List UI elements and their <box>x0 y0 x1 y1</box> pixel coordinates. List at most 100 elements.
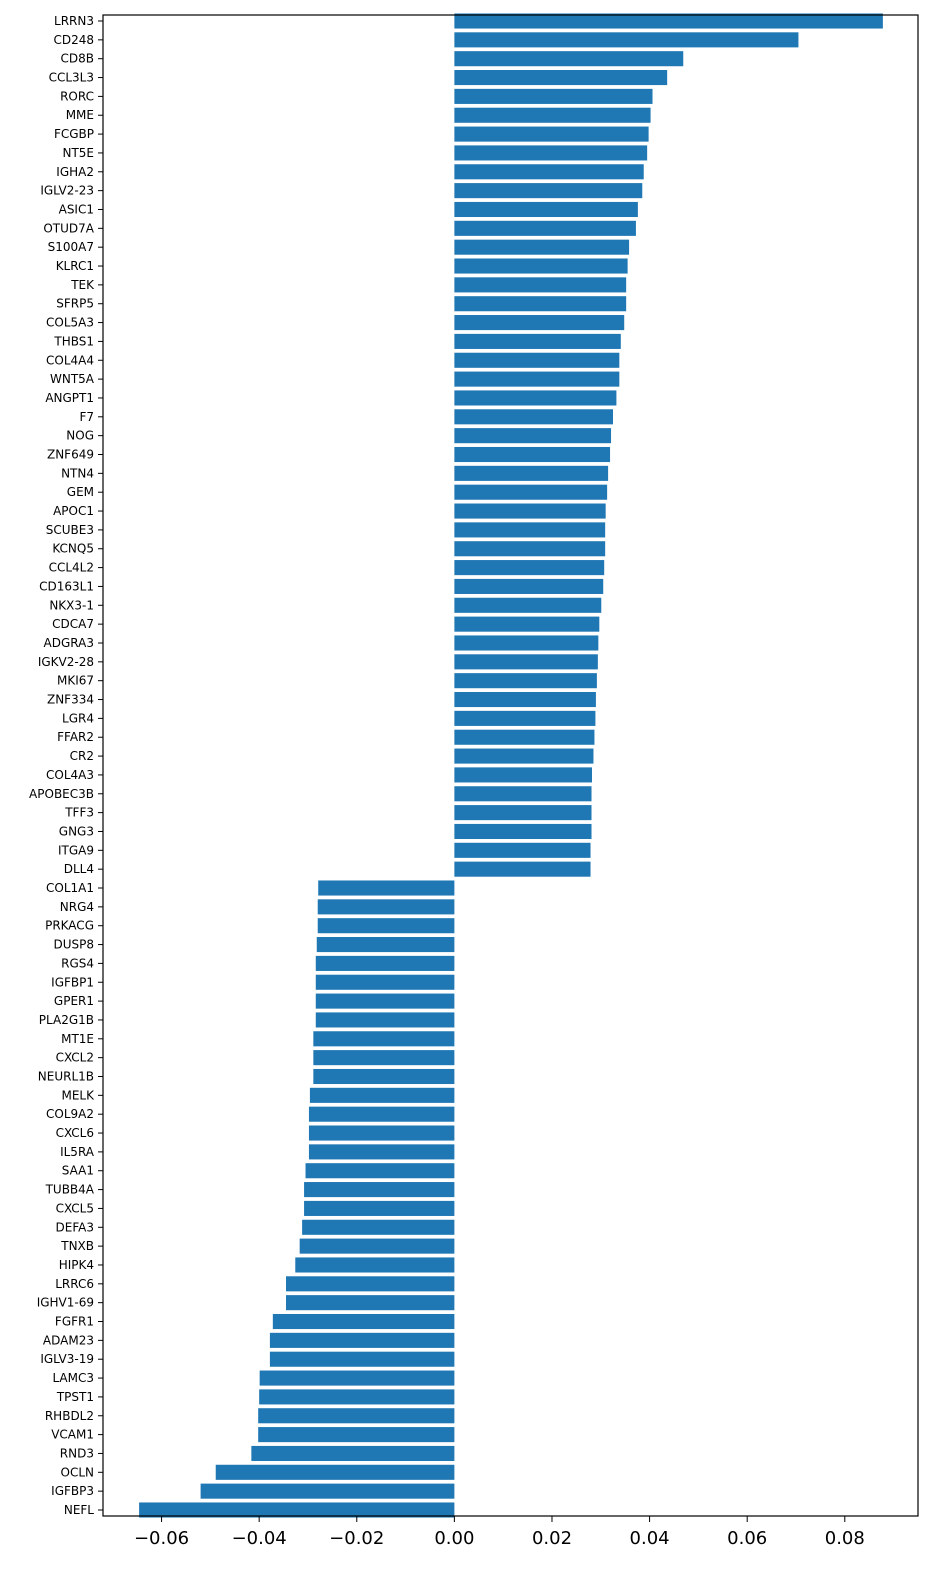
bar-ccl4l2 <box>454 560 605 576</box>
bar-hipk4 <box>295 1257 455 1273</box>
bar-rgs4 <box>315 955 455 971</box>
y-tick-label: F7 <box>79 410 94 424</box>
bar-igfbp3 <box>200 1483 455 1499</box>
bar-apoc1 <box>454 503 606 519</box>
bar-col4a3 <box>454 767 592 783</box>
y-tick-label: APOBEC3B <box>29 787 94 801</box>
y-tick-label: COL1A1 <box>46 881 94 895</box>
y-tick-label: WNT5A <box>50 372 95 386</box>
bar-angpt1 <box>454 390 617 406</box>
y-tick-label: DEFA3 <box>56 1220 94 1234</box>
bar-il5ra <box>308 1144 455 1160</box>
y-tick-label: NTN4 <box>61 466 94 480</box>
y-tick-label: DUSP8 <box>53 938 94 952</box>
y-tick-label: RORC <box>60 89 94 103</box>
y-tick-label: SAA1 <box>62 1164 94 1178</box>
y-tick-label: MME <box>66 108 94 122</box>
x-tick-label: 0.08 <box>825 1528 865 1549</box>
bar-ccl3l3 <box>454 70 668 86</box>
bar-f7 <box>454 409 613 425</box>
bar-col9a2 <box>308 1106 455 1122</box>
bar-asic1 <box>454 201 638 218</box>
y-tick-label: COL4A3 <box>46 768 94 782</box>
y-tick-label: ADAM23 <box>43 1333 94 1347</box>
bar-nkx3-1 <box>454 597 602 613</box>
bar-tnxb <box>299 1238 455 1254</box>
bar-thbs1 <box>454 333 621 349</box>
bar-nefl <box>139 1502 455 1518</box>
bar-tff3 <box>454 805 592 821</box>
y-tick-label: LGR4 <box>62 711 94 725</box>
y-tick-label: ZNF334 <box>47 693 94 707</box>
bar-otud7a <box>454 220 636 236</box>
bar-mme <box>454 107 651 123</box>
bar-cr2 <box>454 748 594 764</box>
y-tick-label: CXCL6 <box>56 1126 94 1140</box>
y-tick-label: KLRC1 <box>56 259 94 273</box>
y-tick-label: IGHV1-69 <box>37 1296 94 1310</box>
bar-dll4 <box>454 861 591 877</box>
y-tick-label: IGFBP3 <box>51 1484 94 1498</box>
bar-mt1e <box>313 1031 455 1047</box>
y-tick-label: RGS4 <box>61 956 94 970</box>
bar-mki67 <box>454 673 597 689</box>
y-tick-label: NT5E <box>62 146 94 160</box>
y-tick-label: ITGA9 <box>58 843 94 857</box>
bar-kcnq5 <box>454 541 606 557</box>
y-tick-label: COL5A3 <box>46 316 94 330</box>
y-tick-label: NOG <box>66 429 94 443</box>
bar-tpst1 <box>259 1389 455 1405</box>
bar-iglv2-23 <box>454 183 643 199</box>
bar-col4a4 <box>454 352 620 368</box>
bar-rorc <box>454 88 653 104</box>
y-tick-label: COL9A2 <box>46 1107 94 1121</box>
bar-cdca7 <box>454 616 600 632</box>
y-tick-label: LRRN3 <box>54 14 94 28</box>
bar-gem <box>454 484 608 500</box>
y-tick-label: MELK <box>62 1088 96 1102</box>
y-tick-label: SFRP5 <box>56 297 94 311</box>
bar-sfrp5 <box>454 296 627 312</box>
y-tick-label: CR2 <box>70 749 94 763</box>
bar-adam23 <box>269 1332 455 1348</box>
x-tick-label: 0.02 <box>532 1528 572 1549</box>
y-tick-label: IGLV2-23 <box>40 184 94 198</box>
y-tick-label: NEURL1B <box>38 1069 94 1083</box>
y-tick-label: TPST1 <box>56 1390 94 1404</box>
y-tick-label: PLA2G1B <box>39 1013 94 1027</box>
y-tick-label: RND3 <box>60 1446 94 1460</box>
y-tick-label: FGFR1 <box>55 1315 94 1329</box>
y-tick-label: IGKV2-28 <box>38 655 94 669</box>
y-tick-label: GEM <box>67 485 94 499</box>
bar-ocln <box>215 1464 455 1480</box>
bar-prkacg <box>317 918 455 934</box>
x-tick-labels: −0.06 −0.04 −0.02 0.00 0.02 0.04 0.06 0.08 <box>134 1528 865 1549</box>
y-tick-label: ANGPT1 <box>45 391 94 405</box>
y-tick-label: MT1E <box>61 1032 94 1046</box>
y-tick-label: CD8B <box>61 52 95 66</box>
bar-cxcl2 <box>313 1050 455 1066</box>
y-tick-label: SCUBE3 <box>46 523 94 537</box>
y-tick-label: CCL4L2 <box>49 561 94 575</box>
y-tick-label: NRG4 <box>60 900 94 914</box>
y-tick-label: TFF3 <box>64 806 94 820</box>
bar-lrrc6 <box>286 1276 455 1292</box>
y-tick-label: CD163L1 <box>39 579 94 593</box>
bar-lgr4 <box>454 710 596 726</box>
y-tick-label: FFAR2 <box>57 730 94 744</box>
bar-ighv1-69 <box>286 1295 455 1311</box>
bar-rhbdl2 <box>258 1408 455 1424</box>
y-tick-label: LAMC3 <box>52 1371 94 1385</box>
bar-ntn4 <box>454 465 609 481</box>
y-ticks <box>98 20 103 1511</box>
x-tick-label: 0.06 <box>727 1528 767 1549</box>
y-tick-label: RHBDL2 <box>45 1409 94 1423</box>
y-tick-label: S100A7 <box>48 240 94 254</box>
bar-col5a3 <box>454 315 625 331</box>
y-tick-label: IGLV3-19 <box>40 1352 94 1366</box>
bar-igha2 <box>454 164 644 180</box>
y-tick-label: TNXB <box>60 1239 94 1253</box>
bar-rnd3 <box>251 1445 455 1461</box>
y-tick-label: CD248 <box>53 33 94 47</box>
